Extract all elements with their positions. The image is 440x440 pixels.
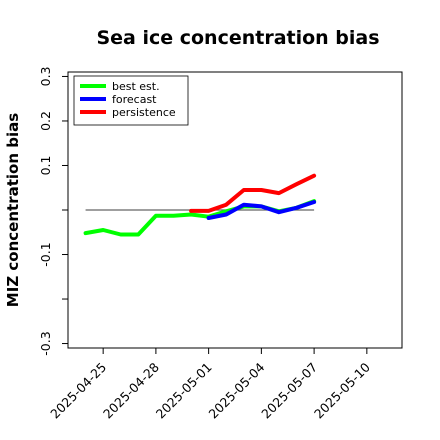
y-tick-label: 0.1 xyxy=(38,156,53,176)
legend-label: best est. xyxy=(112,80,160,93)
legend-label: persistence xyxy=(112,106,176,119)
legend-label: forecast xyxy=(112,93,157,106)
y-tick-label: 0.3 xyxy=(38,67,53,87)
y-tick-label: -0.1 xyxy=(38,242,53,266)
series-line-persistence xyxy=(189,173,317,213)
y-tick-label: 0.2 xyxy=(38,111,53,131)
y-axis: -0.3 -0.1 0.1 0.2 0.3 xyxy=(38,67,68,356)
series-layer xyxy=(83,173,317,237)
series-line-best-est- xyxy=(83,199,317,237)
x-axis: 2025-04-252025-04-282025-05-012025-05-04… xyxy=(47,348,373,421)
chart-title: Sea ice concentration bias xyxy=(96,27,379,49)
y-tick-label: -0.3 xyxy=(38,331,53,355)
series-line-forecast xyxy=(206,200,317,220)
y-axis-label: MIZ concentration bias xyxy=(4,113,22,307)
x-tick-label: 2025-05-10 xyxy=(311,359,373,421)
